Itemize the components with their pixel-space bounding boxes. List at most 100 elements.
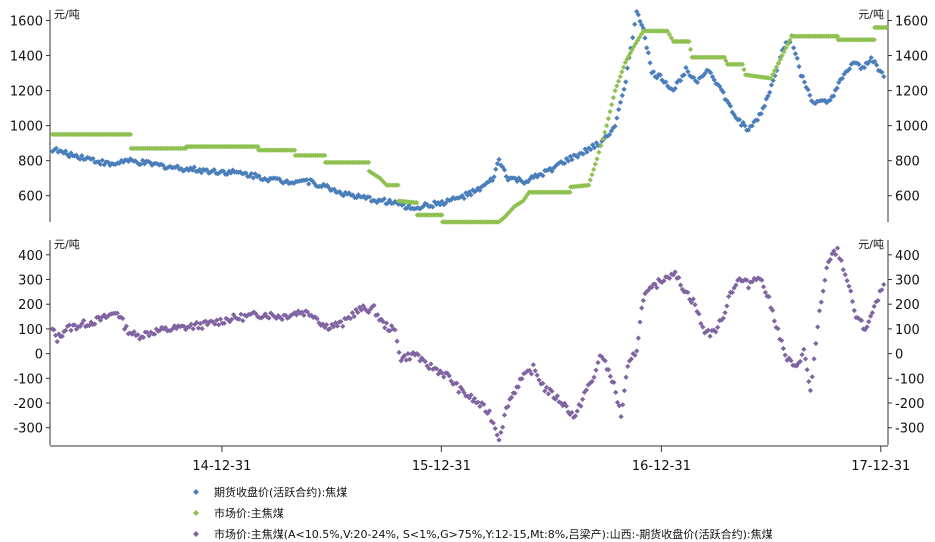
bottom-series-0-point bbox=[578, 403, 584, 409]
bottom-series-0-point bbox=[685, 289, 691, 296]
bottom-series-0-point bbox=[705, 327, 711, 333]
bottom-series-0-point bbox=[424, 363, 430, 369]
top-series-0-point bbox=[350, 192, 356, 198]
bottom-series-0-point bbox=[688, 299, 695, 306]
bottom-series-0-point bbox=[338, 319, 344, 325]
bottom-series-0-point bbox=[103, 315, 109, 321]
bottom-series-0-point bbox=[811, 356, 817, 362]
top-series-0-point bbox=[374, 199, 380, 206]
bottom-series-0-point bbox=[316, 320, 322, 326]
bottom-series-0-point bbox=[545, 391, 551, 397]
bottom-series-0-point bbox=[749, 279, 755, 285]
bottom-series-0-point bbox=[597, 353, 603, 359]
top-series-0-point bbox=[471, 189, 478, 195]
top-series-0-point bbox=[77, 156, 83, 162]
bottom-series-0-point bbox=[389, 323, 395, 329]
bottom-series-0-point bbox=[543, 384, 550, 391]
top-series-0-point bbox=[717, 83, 723, 89]
bottom-series-0-point bbox=[140, 334, 147, 340]
bottom-series-0-point bbox=[137, 336, 143, 342]
top-series-1-point bbox=[771, 68, 778, 74]
top-series-0-point bbox=[634, 8, 640, 15]
bottom-series-0-point bbox=[797, 358, 803, 365]
bottom-series-0-point bbox=[332, 320, 339, 326]
bottom-series-0-point bbox=[380, 319, 386, 325]
bottom-series-0-point bbox=[726, 293, 732, 300]
bottom-series-0-point bbox=[286, 314, 292, 320]
bottom-series-0-point bbox=[788, 358, 794, 364]
bottom-series-0-point bbox=[279, 316, 285, 323]
top-series-0-point bbox=[140, 157, 146, 163]
x-tick-label: 16-12-31 bbox=[632, 459, 691, 474]
top-ytick-label-left: 800 bbox=[18, 155, 43, 170]
bottom-series-0-point bbox=[670, 272, 676, 278]
top-series-1-point bbox=[414, 200, 420, 206]
bottom-series-0-point bbox=[634, 348, 640, 354]
bottom-series-0-point bbox=[692, 302, 698, 308]
top-series-1-point bbox=[586, 182, 592, 188]
bottom-series-0-point bbox=[626, 358, 633, 364]
x-tick-label: 15-12-31 bbox=[412, 459, 471, 474]
top-series-0-point bbox=[554, 161, 560, 167]
top-series-0-point bbox=[678, 78, 684, 84]
bottom-series-0-point bbox=[347, 315, 354, 322]
top-unit-right: 元/吨 bbox=[858, 8, 884, 21]
bottom-series-0-point bbox=[314, 316, 320, 322]
legend-marker-1 bbox=[193, 510, 199, 516]
bottom-series-0-point bbox=[519, 376, 525, 382]
bottom-series-0-point bbox=[95, 314, 102, 320]
bottom-series-0-point bbox=[722, 310, 728, 316]
top-series-0-point bbox=[569, 157, 575, 163]
top-series-0-point bbox=[591, 145, 598, 151]
top-series-0-point bbox=[632, 21, 638, 27]
top-series-0-point bbox=[635, 12, 641, 18]
bottom-series-0-point bbox=[199, 326, 205, 332]
bottom-series-0-point bbox=[676, 274, 682, 281]
top-series-0-point bbox=[363, 195, 369, 202]
bottom-series-0-point bbox=[840, 267, 846, 273]
bottom-series-0-point bbox=[844, 278, 850, 284]
bottom-series-0-point bbox=[842, 272, 848, 278]
top-ytick-label-right: 1000 bbox=[895, 120, 928, 135]
top-series-1-point bbox=[624, 56, 630, 63]
top-series-0-point bbox=[881, 73, 887, 80]
bottom-series-0-point bbox=[769, 307, 776, 313]
top-series-1-point bbox=[495, 219, 501, 225]
top-series-0-point bbox=[736, 116, 743, 123]
bottom-series-0-point bbox=[563, 403, 569, 409]
bottom-series-0-point bbox=[775, 326, 781, 332]
bottom-series-0-point bbox=[114, 310, 120, 316]
bottom-series-0-point bbox=[190, 326, 196, 332]
top-series-0-point bbox=[97, 161, 104, 167]
bottom-series-0-point bbox=[349, 310, 355, 316]
bottom-series-0-point bbox=[151, 331, 158, 337]
top-series-1-point bbox=[615, 78, 622, 84]
top-series-0-point bbox=[694, 79, 701, 86]
bottom-series-0-point bbox=[340, 323, 346, 329]
bottom-series-0-point bbox=[273, 315, 280, 322]
bottom-series-0-point bbox=[262, 311, 268, 317]
top-series-0-point bbox=[749, 123, 755, 129]
bottom-series-0-point bbox=[540, 380, 546, 386]
bottom-series-0-point bbox=[197, 321, 203, 327]
bottom-series-0-point bbox=[621, 388, 627, 394]
bottom-series-0-point bbox=[327, 325, 333, 332]
bottom-series-0-point bbox=[707, 333, 713, 339]
bottom-series-0-point bbox=[606, 367, 612, 373]
bottom-series-0-point bbox=[408, 351, 415, 357]
bottom-series-0-point bbox=[644, 289, 650, 295]
bottom-series-0-point bbox=[288, 312, 294, 318]
top-series-0-point bbox=[760, 105, 766, 111]
bottom-series-0-point bbox=[654, 285, 660, 291]
top-ytick-label-right: 800 bbox=[895, 155, 920, 170]
bottom-series-0-point bbox=[59, 333, 65, 339]
top-series-1-point bbox=[634, 37, 641, 44]
bottom-series-0-point bbox=[567, 411, 573, 417]
top-series-1-point bbox=[600, 136, 606, 142]
top-series-0-point bbox=[567, 153, 573, 160]
bottom-series-0-point bbox=[700, 324, 706, 330]
top-series-0-point bbox=[681, 72, 687, 78]
bottom-series-0-point bbox=[153, 326, 160, 332]
top-series-1-point bbox=[612, 87, 618, 94]
top-series-0-point bbox=[696, 75, 702, 81]
